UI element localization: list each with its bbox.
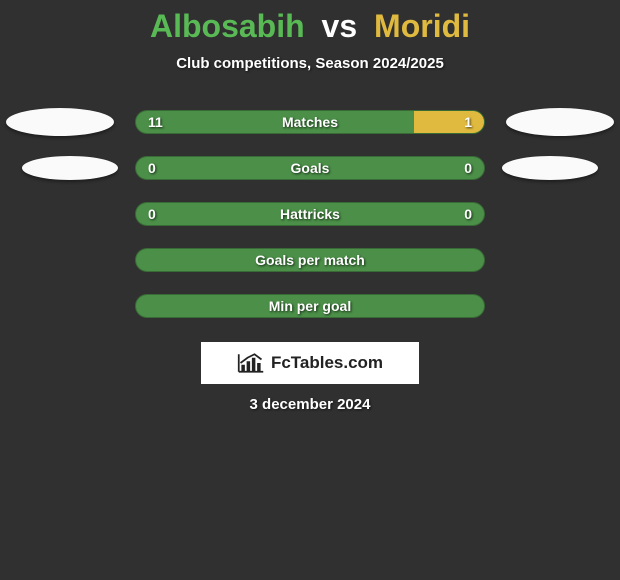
stat-label: Goals	[136, 157, 484, 179]
stat-row: 0 0Hattricks	[0, 202, 620, 226]
stat-row: Min per goal	[0, 294, 620, 318]
stat-bar-right-fill	[414, 111, 484, 133]
stat-right-value: 1	[464, 111, 472, 133]
stat-left-value: 0	[148, 157, 156, 179]
comparison-infographic: Albosabih vs Moridi Club competitions, S…	[0, 0, 620, 413]
stat-label: Hattricks	[136, 203, 484, 225]
stat-row: 0 0Goals	[0, 156, 620, 180]
player1-oval-icon	[22, 156, 118, 180]
date-text: 3 december 2024	[0, 396, 620, 413]
stat-left-value: 0	[148, 203, 156, 225]
player2-name: Moridi	[374, 8, 470, 44]
title: Albosabih vs Moridi	[0, 8, 620, 45]
stat-bar: 0 0Hattricks	[135, 202, 485, 226]
subtitle: Club competitions, Season 2024/2025	[0, 55, 620, 72]
stat-left-value: 11	[148, 111, 163, 133]
stat-bar: 0 0Goals	[135, 156, 485, 180]
stat-right-value: 0	[464, 203, 472, 225]
player2-oval-icon	[506, 108, 614, 136]
stat-bar: Min per goal	[135, 294, 485, 318]
player1-name: Albosabih	[150, 8, 305, 44]
stat-label: Min per goal	[136, 295, 484, 317]
watermark-text: FcTables.com	[271, 353, 383, 373]
stat-rows: 111Matches00Goals00HattricksGoals per ma…	[0, 110, 620, 318]
stat-label: Goals per match	[136, 249, 484, 271]
stat-bar: 111Matches	[135, 110, 485, 134]
stat-bar: Goals per match	[135, 248, 485, 272]
watermark-chart-icon	[237, 352, 265, 374]
stat-row: 111Matches	[0, 110, 620, 134]
stat-right-value: 0	[464, 157, 472, 179]
watermark: FcTables.com	[201, 342, 419, 384]
vs-text: vs	[322, 8, 358, 44]
player2-oval-icon	[502, 156, 598, 180]
player1-oval-icon	[6, 108, 114, 136]
stat-row: Goals per match	[0, 248, 620, 272]
